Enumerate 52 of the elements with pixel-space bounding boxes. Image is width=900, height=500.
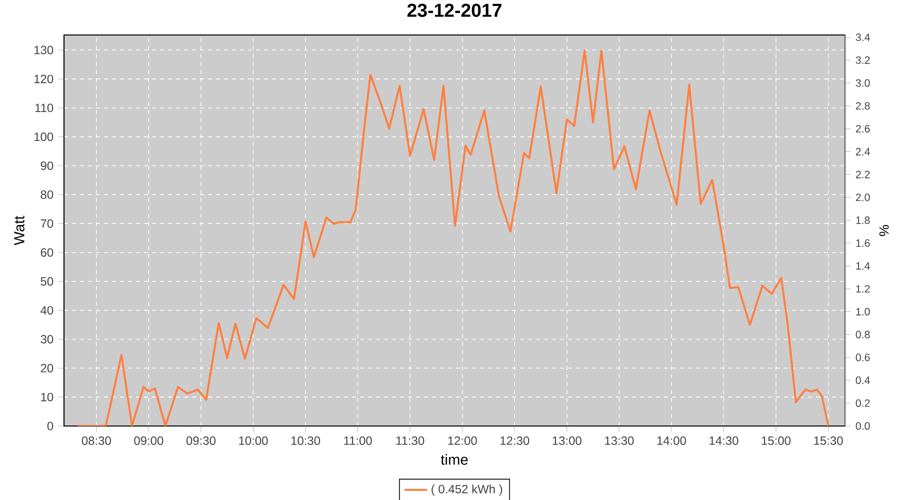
y2-tick-label: 1.6 — [856, 239, 870, 247]
y-tick-label: 0 — [47, 422, 54, 430]
y2-tick-label: 1.2 — [856, 285, 870, 293]
y2-tick-label: 0.8 — [856, 330, 870, 338]
y2-tick-label: 1.0 — [856, 308, 870, 316]
y-axis-title: Watt — [14, 216, 24, 246]
y2-tick-label: 0.2 — [856, 399, 870, 407]
y2-tick-label: 2.2 — [856, 170, 870, 178]
y-tick-label: 90 — [40, 161, 54, 170]
x-axis-title: time — [440, 454, 468, 465]
y2-tick-label: 3.2 — [856, 56, 870, 64]
y2-tick-label: 0.0 — [856, 422, 870, 430]
y2-tick-label: 2.0 — [856, 194, 870, 202]
x-tick-label: 11:00 — [344, 436, 372, 445]
y2-tick-label: 0.4 — [856, 376, 870, 384]
y2-tick-label: 2.6 — [856, 124, 870, 133]
y2-tick-label: 2.4 — [856, 148, 870, 156]
y2-tick-label: 3.0 — [856, 79, 870, 87]
y-tick-label: 20 — [40, 364, 54, 372]
y2-tick-label: 1.8 — [856, 216, 870, 224]
y2-tick-label: 3.4 — [856, 34, 870, 42]
x-tick-label: 12:00 — [448, 436, 477, 445]
x-tick-label: 15:00 — [762, 436, 791, 445]
legend-label: ( 0.452 kWh ) — [432, 484, 502, 496]
y-tick-label: 40 — [40, 306, 54, 315]
x-tick-label: 15:30 — [814, 436, 843, 445]
y-tick-label: 80 — [40, 190, 54, 199]
x-tick-label: 10:30 — [291, 436, 320, 445]
x-tick-label: 10:00 — [239, 436, 268, 445]
x-tick-label: 13:30 — [605, 436, 634, 445]
chart-title: 23-12-2017 — [407, 4, 502, 17]
y2-tick-label: 0.6 — [856, 354, 870, 362]
y-tick-label: 120 — [34, 74, 54, 84]
x-tick-label: 11:30 — [396, 436, 424, 445]
x-tick-label: 09:30 — [186, 436, 216, 445]
y-tick-label: 50 — [40, 277, 54, 286]
y-tick-label: 100 — [34, 132, 54, 142]
x-tick-label: 12:30 — [500, 436, 530, 445]
x-tick-label: 14:30 — [710, 436, 738, 445]
y-tick-label: 70 — [40, 219, 54, 228]
x-tick-label: 09:00 — [134, 436, 164, 445]
x-tick-label: 08:30 — [82, 436, 111, 445]
x-tick-label: 14:00 — [657, 436, 686, 445]
y-tick-label: 30 — [40, 334, 54, 344]
y2-tick-label: 1.4 — [856, 262, 870, 270]
x-tick-label: 13:00 — [552, 436, 582, 445]
y2-tick-label: 2.8 — [856, 102, 870, 110]
y-tick-label: 60 — [40, 248, 54, 257]
y-tick-label: 10 — [41, 392, 54, 402]
y-tick-label: 130 — [34, 46, 54, 54]
y2-axis-title: % — [879, 225, 889, 236]
y-tick-label: 110 — [35, 104, 54, 112]
